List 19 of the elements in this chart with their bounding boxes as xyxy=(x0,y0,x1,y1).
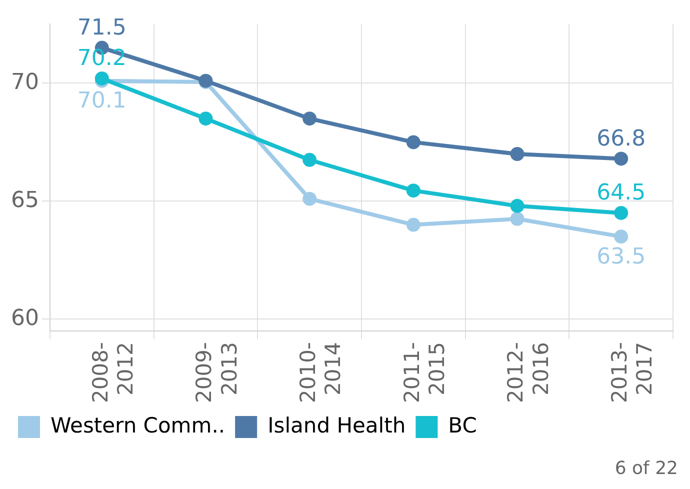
data-label: 66.8 xyxy=(596,126,646,152)
data-label: 70.1 xyxy=(77,88,126,114)
text: 6 of 22 xyxy=(614,458,678,479)
x-tick-label: 2012-2016 xyxy=(504,342,553,404)
data-label: 71.5 xyxy=(77,16,126,41)
data-label: 63.5 xyxy=(596,244,646,270)
x-tick-label: 2011-2015 xyxy=(400,342,450,404)
legend-label: Island Health xyxy=(268,413,406,438)
data-label: 70.2 xyxy=(77,46,126,72)
y-tick-label: 60 xyxy=(10,306,39,331)
data-label: 64.5 xyxy=(596,180,646,206)
x-tick-label: 2009-2013 xyxy=(192,342,242,404)
x-tick-label: 2008-2012 xyxy=(88,342,138,404)
y-tick-label: 70 xyxy=(10,70,39,95)
legend-label: Western Comm.. xyxy=(50,413,226,438)
x-tick-label: 2010-2014 xyxy=(296,342,346,404)
y-tick-label: 65 xyxy=(10,188,39,213)
x-tick-label: 2013-2017 xyxy=(608,342,657,404)
legend-label: BC xyxy=(448,413,477,438)
